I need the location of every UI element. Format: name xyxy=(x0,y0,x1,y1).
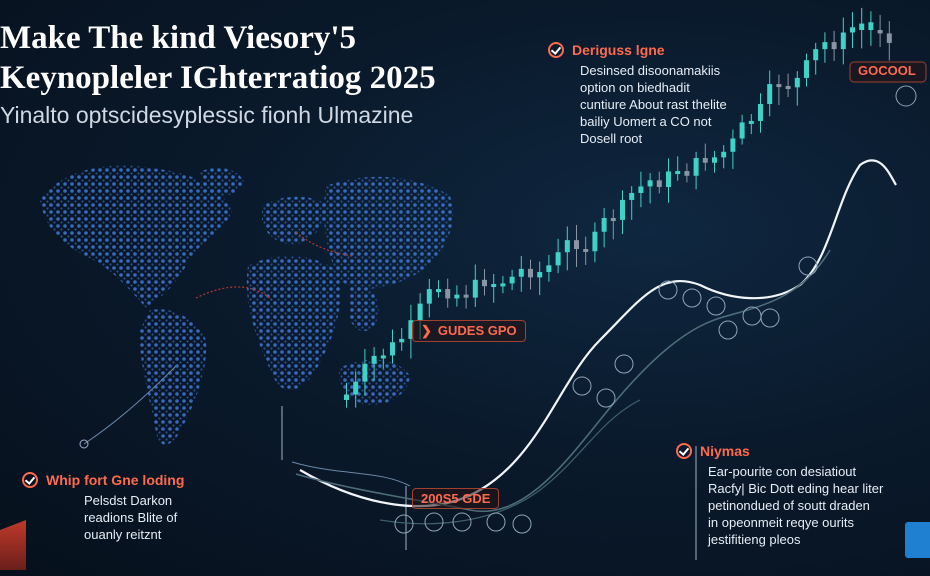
candle-body xyxy=(702,158,708,163)
candle-body xyxy=(629,192,635,200)
candle-body xyxy=(399,338,405,343)
candle-body xyxy=(537,272,543,278)
callout-line: ouanly reitznt xyxy=(84,527,162,542)
candle-body xyxy=(353,381,359,395)
candle-body xyxy=(877,30,883,34)
callout-bottom-left-heading: Whip fort Gne loding xyxy=(46,472,185,488)
candle-body xyxy=(666,171,671,188)
candle-body xyxy=(831,42,837,50)
candle-body xyxy=(344,394,349,400)
chevron-right-icon: ❯ xyxy=(421,323,432,338)
candle-body xyxy=(463,294,469,298)
candle-body xyxy=(500,283,506,287)
callout-line: cuntiure About rast thelite xyxy=(580,97,727,112)
candle-body xyxy=(647,180,653,187)
check-circle-icon xyxy=(22,472,38,488)
candle-body xyxy=(564,240,570,253)
callout-line: readions Blite of xyxy=(84,510,178,525)
candle-body xyxy=(712,157,717,163)
candle-body xyxy=(868,22,874,30)
callout-line: option on biedhadit xyxy=(580,80,690,95)
tag-bottom: 200S5 GDE xyxy=(412,488,500,509)
candle-body xyxy=(408,320,414,339)
candle-body xyxy=(776,84,782,88)
callout-line: Ear-pourite con desiatiout xyxy=(708,464,857,479)
callout-top-right-heading: Deriguss lgne xyxy=(572,42,665,58)
callout-line: in opeonmeit reqye ourits xyxy=(708,515,854,530)
candle-body xyxy=(886,33,892,43)
candle-body xyxy=(546,265,552,273)
candle-body xyxy=(482,279,487,287)
candle-body xyxy=(583,248,589,252)
callout-top-right-body: Desinsed disoonamakiis option on biedhad… xyxy=(580,62,727,147)
check-circle-icon xyxy=(676,443,692,459)
candle-body xyxy=(472,279,478,298)
callout-line: Racfy| Bic Dott eding hear liter xyxy=(708,481,884,496)
tag-top-right: GOCOOL xyxy=(858,63,916,78)
candle-body xyxy=(822,42,828,50)
candle-body xyxy=(380,355,386,359)
candle-body xyxy=(555,252,561,266)
candle-body xyxy=(638,186,644,193)
candle-body xyxy=(390,342,395,356)
candle-body xyxy=(620,199,625,220)
tag-middle-label: GUDES GPO xyxy=(437,323,517,338)
candle-body xyxy=(675,171,681,175)
page-subtitle: Yinalto optscidesyplessic fionh Ulmazine xyxy=(0,102,414,128)
candle-body xyxy=(813,49,819,61)
candle-body xyxy=(684,171,690,176)
candle-body xyxy=(454,294,460,299)
callout-bottom-right-heading: Niymas xyxy=(700,443,750,459)
candle-body xyxy=(574,240,579,249)
candle-body xyxy=(730,138,736,152)
callout-line: Desinsed disoonamakiis xyxy=(580,63,721,78)
candle-body xyxy=(859,23,865,30)
candle-body xyxy=(592,231,598,252)
tag-middle: ❯ GUDES GPO xyxy=(412,320,526,342)
callout-line: jestifitieng pleos xyxy=(708,532,801,547)
candle-body xyxy=(528,268,533,278)
candle-body xyxy=(850,27,855,33)
candle-body xyxy=(693,158,699,176)
candle-body xyxy=(840,32,846,50)
page-title-line2: Keynopleler IGhterratiog 2025 xyxy=(0,60,436,96)
candle-body xyxy=(445,289,451,299)
candle-body xyxy=(794,77,800,88)
candle-body xyxy=(371,355,377,364)
candle-body xyxy=(518,268,524,277)
candlestick-chart xyxy=(344,7,892,408)
candle-body xyxy=(785,86,791,90)
candle-body xyxy=(748,120,754,124)
candle-body xyxy=(436,289,441,293)
callout-line: Pelsdst Darkon xyxy=(84,493,173,508)
callout-line: Dosell root xyxy=(580,131,643,146)
candle-body xyxy=(758,104,763,121)
callout-bottom-right-body: Ear-pourite con desiatiout Racfy| Bic Do… xyxy=(708,463,883,548)
check-circle-icon xyxy=(548,42,564,58)
candle-body xyxy=(656,180,662,188)
candle-body xyxy=(426,289,432,304)
candle-body xyxy=(601,217,607,232)
candle-body xyxy=(804,60,809,78)
candle-body xyxy=(509,276,515,284)
candle-body xyxy=(491,284,497,288)
candle-body xyxy=(362,363,368,382)
callout-line: petinondued of soutt draden xyxy=(708,498,870,513)
candle-body xyxy=(721,151,727,158)
candle-body xyxy=(417,303,423,321)
callout-bottom-left-body: Pelsdst Darkon readions Blite of ouanly … xyxy=(84,492,177,543)
candle-body xyxy=(767,84,773,105)
world-map xyxy=(40,165,454,445)
page-title-line1: Make The kind Viesory'5 xyxy=(0,20,357,56)
candle-body xyxy=(610,217,616,221)
chat-badge-icon xyxy=(905,522,930,558)
callout-line: bailiy Uomert a CO not xyxy=(580,114,712,129)
candle-body xyxy=(739,122,745,139)
